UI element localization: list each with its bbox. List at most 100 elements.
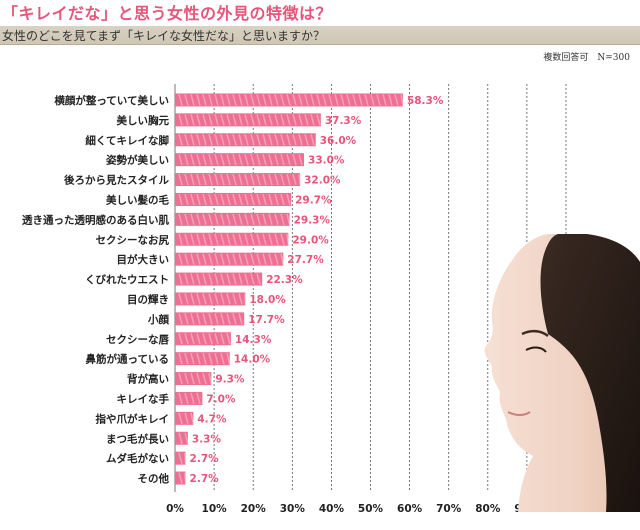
bar-stripe	[208, 94, 213, 106]
bar-stripe	[376, 94, 381, 106]
value-label: 4.7%	[197, 413, 227, 425]
bar-stripe	[220, 134, 225, 146]
bar	[175, 252, 284, 266]
category-label: 透き通った透明感のある白い肌	[22, 213, 169, 226]
x-tick-label: 20%	[241, 503, 267, 515]
bar-stripe	[238, 273, 243, 285]
bar-stripe	[286, 173, 291, 186]
category-label: 美しい胸元	[117, 114, 170, 127]
bar-stripe	[256, 153, 261, 166]
category-label: キレイな手	[117, 392, 170, 405]
value-label: 14.0%	[234, 354, 271, 366]
bar-stripe	[208, 193, 213, 206]
bar-stripe	[232, 253, 237, 265]
bar-stripe	[250, 253, 255, 265]
value-label: 2.7%	[190, 453, 220, 465]
value-label: 58.3%	[407, 95, 444, 107]
bar-stripe	[226, 193, 231, 206]
category-label: セクシーな唇	[106, 334, 169, 346]
bar-stripe	[214, 313, 219, 325]
bar-stripe	[178, 173, 183, 186]
value-label: 18.0%	[249, 294, 286, 306]
bar-stripe	[316, 94, 321, 106]
bar-stripe	[226, 153, 231, 166]
bar-stripe	[190, 293, 195, 305]
bar-stripe	[274, 213, 279, 226]
bar-stripe	[178, 114, 183, 126]
bar-stripe	[280, 94, 285, 106]
bar-stripe	[262, 134, 267, 146]
bar-stripe	[220, 352, 225, 365]
bar-stripe	[244, 134, 249, 146]
bar-stripe	[196, 372, 201, 385]
bars	[175, 93, 404, 485]
bar-stripe	[190, 114, 195, 126]
bar-stripe	[340, 94, 345, 106]
bar-stripe	[178, 134, 183, 146]
bar-stripe	[274, 114, 279, 126]
bar-stripe	[178, 333, 183, 345]
bar-stripe	[256, 253, 261, 265]
bar	[175, 272, 263, 286]
x-tick-label: 10%	[202, 503, 228, 515]
bar-stripe	[184, 114, 189, 126]
value-label: 29.0%	[292, 234, 329, 246]
bar-stripe	[250, 173, 255, 186]
bar-stripe	[214, 94, 219, 106]
bar-stripe	[238, 213, 243, 226]
bar-stripe	[274, 253, 279, 265]
bar-stripe	[292, 134, 297, 146]
bar-stripe	[208, 233, 213, 245]
bar-stripe	[388, 94, 393, 106]
bar	[175, 153, 305, 167]
bar-stripe	[244, 173, 249, 186]
bar-stripe	[220, 193, 225, 206]
bar-stripe	[184, 412, 189, 425]
bar-stripe	[214, 333, 219, 345]
category-label: 姿勢が美しい	[106, 154, 169, 167]
bar-stripe	[208, 213, 213, 226]
bar-stripe	[184, 432, 189, 444]
bar-stripe	[382, 94, 387, 106]
value-label: 32.0%	[304, 175, 341, 187]
bar-stripe	[220, 173, 225, 186]
bar-stripe	[178, 193, 183, 206]
bar-stripe	[238, 173, 243, 186]
bar-stripe	[196, 173, 201, 186]
value-label: 9.3%	[215, 374, 245, 386]
bar-stripe	[220, 233, 225, 245]
bar-stripe	[220, 313, 225, 325]
bar-stripe	[274, 94, 279, 106]
bar-stripe	[280, 153, 285, 166]
bar-stripe	[334, 94, 339, 106]
bar-stripe	[190, 352, 195, 365]
bar-stripe	[214, 233, 219, 245]
x-tick-label: 70%	[436, 503, 462, 515]
bar-stripe	[214, 352, 219, 365]
bar-stripe	[214, 193, 219, 206]
value-label: 29.3%	[294, 214, 331, 226]
bar-stripe	[214, 253, 219, 265]
bar-stripe	[244, 213, 249, 226]
bar-stripe	[190, 273, 195, 285]
bar-stripe	[286, 233, 290, 245]
bar-stripe	[220, 293, 225, 305]
bar-stripe	[196, 153, 201, 166]
bar-stripe	[184, 452, 187, 464]
category-label: まつ毛が長い	[106, 432, 169, 445]
bar	[175, 352, 230, 366]
x-tick-label: 50%	[358, 503, 384, 515]
bar-stripe	[190, 173, 195, 186]
bar-stripe	[232, 233, 237, 245]
bar-stripe	[232, 213, 237, 226]
bar-stripe	[202, 372, 207, 385]
bar-stripe	[286, 114, 291, 126]
bar-stripe	[238, 94, 243, 106]
bar-stripe	[274, 193, 279, 206]
bar-stripe	[298, 173, 301, 186]
category-label: 背が高い	[127, 373, 169, 386]
x-tick-label: 40%	[319, 503, 345, 515]
bar-stripe	[178, 153, 183, 166]
bar-stripe	[244, 193, 249, 206]
bar-stripe	[400, 94, 404, 106]
